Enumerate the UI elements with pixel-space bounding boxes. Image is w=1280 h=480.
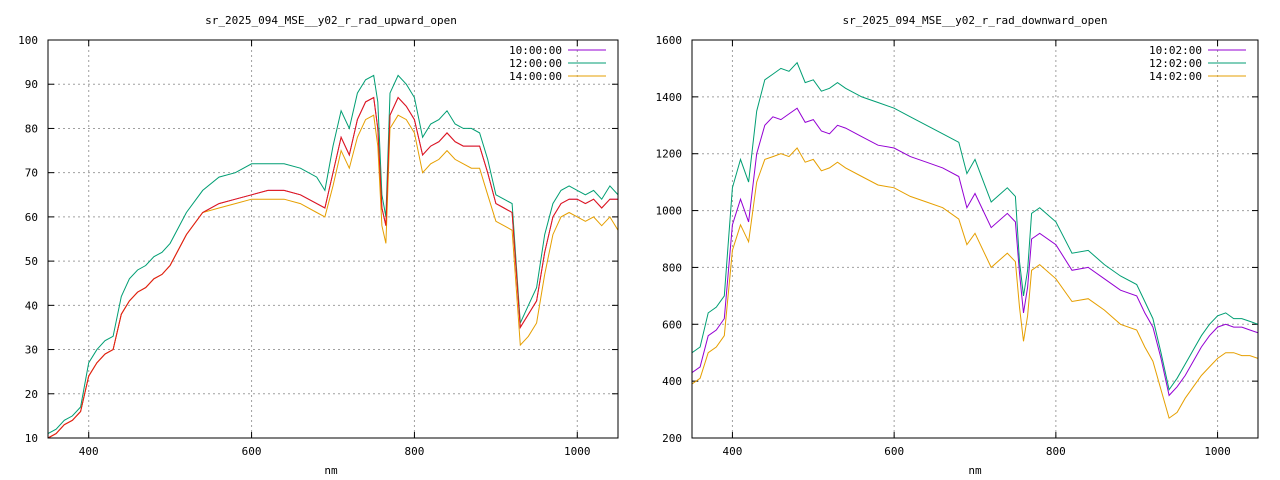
series-group [48, 74, 618, 438]
y-tick-label: 70 [25, 167, 38, 180]
series-line-2 [692, 61, 1258, 391]
x-tick-label: 400 [79, 445, 99, 458]
plot-frame [47, 39, 619, 439]
series-line-3 [692, 147, 1258, 419]
x-tick-label: 1000 [1204, 445, 1231, 458]
y-tick-label: 20 [25, 388, 38, 401]
y-tick-label: 100 [18, 34, 38, 47]
series-line-3 [48, 114, 618, 438]
x-tick-label: 400 [722, 445, 742, 458]
x-tick-label: 800 [1046, 445, 1066, 458]
y-tick-label: 1200 [656, 148, 683, 161]
series-line-2 [48, 74, 618, 435]
chart-panel-1: 10 20 30 40 50 60 70 80 90 100 400 600 800 1000 sr_202… [18, 14, 619, 477]
x-axis-label: nm [968, 464, 982, 477]
x-tick-label: 800 [404, 445, 424, 458]
y-tick-label: 80 [25, 122, 38, 135]
chart-panel-2: 200 400 600 800 1000 1200 1400 1600 400 600 800 100… [656, 14, 1259, 477]
y-tick-label: 40 [25, 299, 38, 312]
chart-title: sr_2025_094_MSE__y02_r_rad_upward_open [205, 14, 457, 27]
y-tick-label: 60 [25, 211, 38, 224]
y-tick-label: 1400 [656, 91, 683, 104]
chart-title: sr_2025_094_MSE__y02_r_rad_downward_open [843, 14, 1108, 27]
plot-frame [691, 39, 1259, 439]
legend-label: 10:02:00 [1149, 44, 1202, 57]
y-tick-label: 400 [662, 375, 682, 388]
legend-label: 12:00:00 [509, 57, 562, 70]
series-line-4 [48, 96, 618, 438]
x-tick-label: 600 [884, 445, 904, 458]
x-tick-label: 600 [242, 445, 262, 458]
y-tick-label: 1000 [656, 205, 683, 218]
y-tick-label: 10 [25, 432, 38, 445]
y-tick-label: 30 [25, 344, 38, 357]
y-tick-label: 90 [25, 78, 38, 91]
legend-label: 12:02:00 [1149, 57, 1202, 70]
legend-label: 14:02:00 [1149, 70, 1202, 83]
legend-label: 10:00:00 [509, 44, 562, 57]
y-tick-label: 50 [25, 255, 38, 268]
legend-label: 14:00:00 [509, 70, 562, 83]
y-tick-label: 800 [662, 261, 682, 274]
series-line-1 [692, 107, 1258, 397]
x-axis-label: nm [324, 464, 338, 477]
x-tick-label: 1000 [564, 445, 591, 458]
y-tick-label: 200 [662, 432, 682, 445]
y-tick-label: 600 [662, 318, 682, 331]
y-tick-label: 1600 [656, 34, 683, 47]
series-group [692, 61, 1258, 419]
